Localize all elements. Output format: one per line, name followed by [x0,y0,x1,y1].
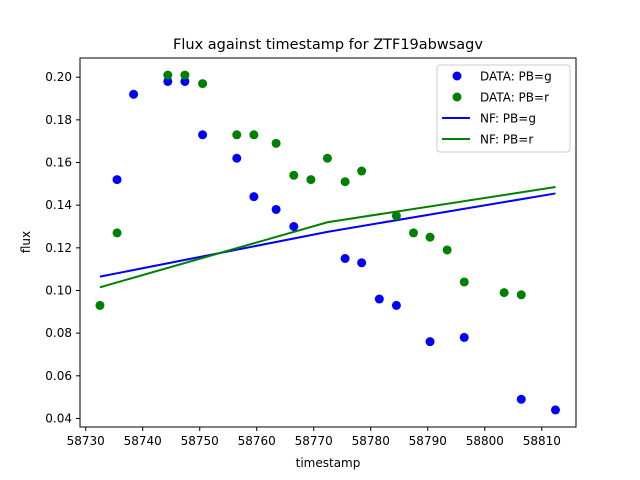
y-tick-label: 0.06 [45,369,72,383]
data-point [499,288,509,298]
legend-marker [452,92,462,102]
series-layer [95,70,560,415]
data-point [95,300,105,310]
data-point [357,258,367,268]
chart-title: Flux against timestamp for ZTF19abwsagv [173,37,483,53]
data-point [112,175,122,185]
data-point [271,204,281,214]
data-point [163,76,173,86]
plot-frame [79,57,577,428]
data-point [322,153,332,163]
y-tick-label: 0.08 [45,326,72,340]
series-line [99,192,556,278]
data-point [340,177,350,187]
data-point [249,192,259,202]
x-tick-label: 58790 [409,434,447,448]
legend-entry: DATA: PB=g [452,70,552,84]
x-axis: 58730 58740 58750 58760 58770 58780 58790 58800… [67,427,561,448]
data-point [289,170,299,180]
data-point [163,70,173,80]
data-point [289,222,299,232]
legend-entry: NF: PB=g [442,112,536,126]
data-point [112,228,122,238]
y-tick-label: 0.16 [45,156,72,170]
series-line [99,186,556,289]
legend-marker [452,71,462,81]
data-point [374,294,384,304]
x-axis-label: timestamp [296,456,361,470]
data-point [271,138,281,148]
data-point [198,130,208,140]
x-tick-label: 58730 [67,434,105,448]
data-point [232,153,242,163]
data-point [180,70,190,80]
legend-items: DATA: PB=g DATA: PB=r NF: PB=g NF: PB=r [442,70,552,147]
data-point [409,228,419,238]
data-point [516,394,526,404]
data-point [516,290,526,300]
legend-label: DATA: PB=r [480,91,549,105]
y-tick-label: 0.12 [45,241,72,255]
legend: DATA: PB=g DATA: PB=r NF: PB=g NF: PB=r [436,64,571,153]
y-tick-label: 0.14 [45,198,72,212]
y-axis: 0.04 0.06 0.08 0.10 0.12 0.14 0.16 0.18 0.20 [45,70,80,425]
legend-label: NF: PB=g [480,112,536,126]
y-tick-label: 0.20 [45,70,72,84]
legend-box [436,64,571,153]
data-point [391,211,401,221]
data-point [180,76,190,86]
x-tick-label: 58800 [466,434,504,448]
data-point [459,332,469,342]
legend-entry: NF: PB=r [442,133,533,147]
data-point [129,89,139,99]
data-point [357,166,367,176]
x-tick-label: 58760 [238,434,276,448]
data-point [340,253,350,263]
x-tick-label: 58780 [352,434,390,448]
y-axis-label: flux [19,231,33,253]
x-tick-label: 58770 [295,434,333,448]
y-tick-label: 0.18 [45,113,72,127]
legend-label: DATA: PB=g [480,70,552,84]
x-tick-label: 58750 [181,434,219,448]
data-point [425,337,435,347]
data-point [306,175,316,185]
data-point [442,245,452,255]
x-tick-label: 58810 [523,434,561,448]
y-tick-label: 0.10 [45,283,72,297]
data-point [550,405,560,415]
x-tick-label: 58740 [124,434,162,448]
data-point [232,130,242,140]
data-point [425,232,435,242]
data-point [198,79,208,89]
data-point [459,277,469,287]
legend-label: NF: PB=r [480,133,533,147]
y-tick-label: 0.04 [45,411,72,425]
legend-entry: DATA: PB=r [452,91,549,105]
data-point [249,130,259,140]
data-point [391,300,401,310]
